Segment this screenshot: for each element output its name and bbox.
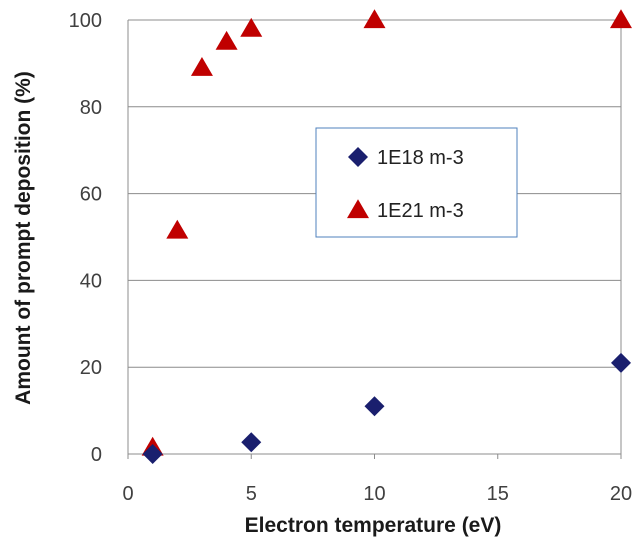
y-tick-label: 60 (80, 184, 102, 206)
x-tick-label: 5 (246, 483, 257, 505)
legend-marker (348, 147, 368, 167)
axes (127, 20, 622, 459)
x-tick-label: 20 (610, 483, 632, 505)
y-tick-label: 40 (80, 270, 102, 292)
data-point-diamond (241, 432, 262, 453)
data-marks (141, 9, 632, 464)
data-point-diamond (142, 444, 163, 464)
data-point-triangle (363, 9, 386, 29)
legend: 1E18 m-3 1E21 m-3 (315, 127, 518, 238)
data-point-triangle (610, 9, 632, 29)
legend-marker (347, 199, 369, 219)
x-axis-title: Electron temperature (eV) (245, 514, 502, 537)
legend-label: 1E18 m-3 (377, 147, 464, 169)
y-tick-label: 100 (69, 10, 102, 32)
y-tick-label: 0 (91, 444, 102, 466)
data-point-diamond (364, 396, 385, 417)
data-point-triangle (240, 17, 263, 37)
legend-label: 1E21 m-3 (377, 200, 464, 222)
x-tick-label: 15 (487, 483, 509, 505)
x-tick-label: 10 (363, 483, 385, 505)
data-point-triangle (190, 56, 213, 76)
y-axis-title: Amount of prompt deposition (%) (12, 71, 35, 405)
legend-box (315, 127, 518, 238)
x-tick-label: 0 (122, 483, 133, 505)
y-tick-label: 80 (80, 97, 102, 119)
data-point-triangle (166, 219, 189, 239)
tick-labels: 0 20 40 60 80 100 0 5 10 15 20 (69, 10, 633, 505)
data-point-triangle (215, 30, 238, 50)
data-point-diamond (611, 352, 631, 373)
y-tick-label: 20 (80, 357, 102, 379)
